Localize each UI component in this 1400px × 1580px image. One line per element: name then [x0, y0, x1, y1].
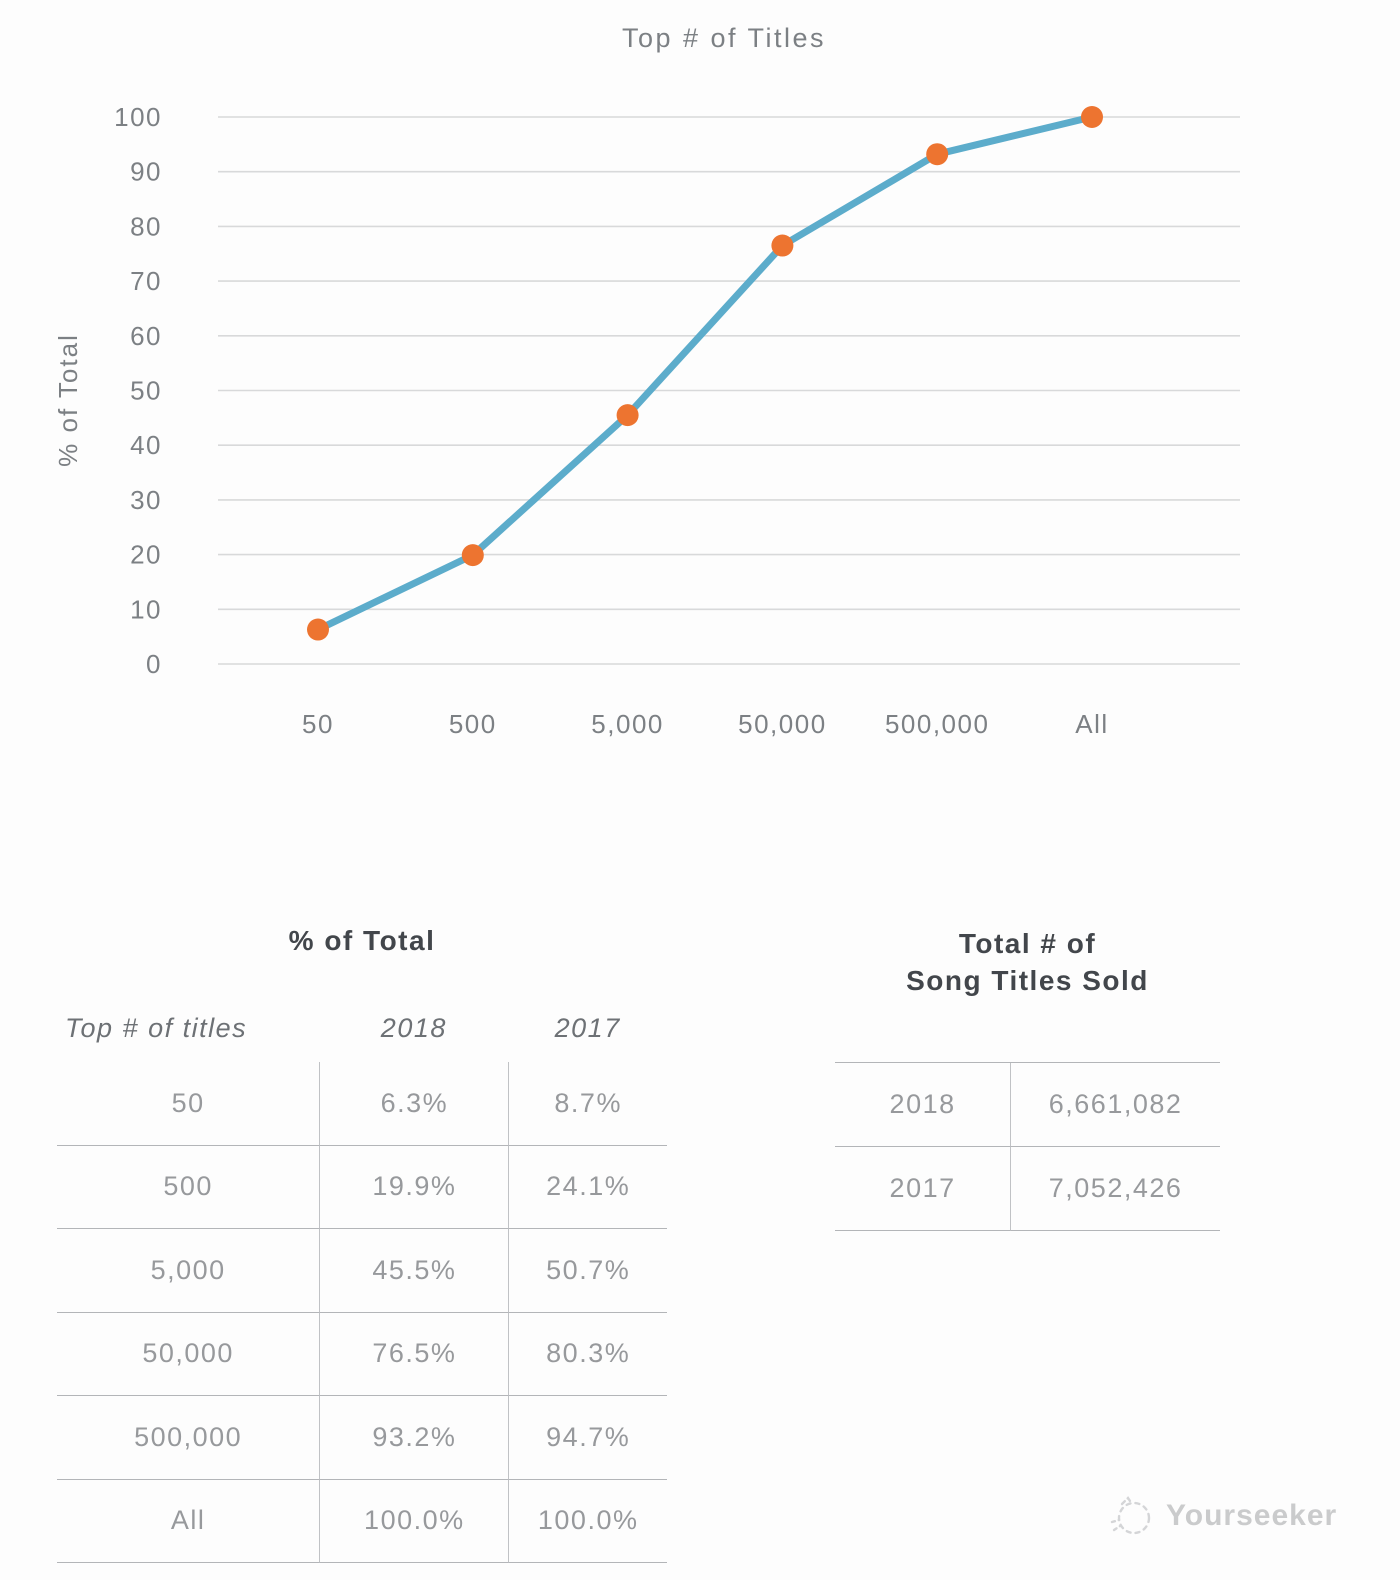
table-cell-year: 2018: [835, 1063, 1011, 1147]
x-tick-label: All: [1075, 709, 1108, 739]
y-tick-label: 30: [130, 485, 162, 515]
table-cell-2017: 50.7%: [508, 1229, 667, 1313]
table-cell-titles: 50: [57, 1062, 320, 1146]
top-titles-line-chart: 0 10 20 30 40 50 60 70 80 90 100 50 500 5,000 50,000 50…: [53, 23, 1240, 739]
table-cell-2018: 76.5%: [319, 1312, 509, 1396]
table-cell-titles: 500: [57, 1146, 320, 1229]
chart-title: Top # of Titles: [622, 23, 826, 53]
column-header-2018: 2018: [380, 1012, 447, 1043]
table-cell-total: 6,661,082: [1010, 1063, 1220, 1147]
data-point-500,000: [926, 143, 949, 166]
x-tick-label: 500,000: [885, 709, 989, 739]
column-header-2017: 2017: [554, 1012, 621, 1043]
table-cell-2017: 24.1%: [508, 1145, 667, 1229]
y-tick-label: 100: [114, 102, 162, 132]
yourseeker-logo-icon: [1110, 1496, 1151, 1535]
table-cell-titles: 500,000: [57, 1396, 320, 1480]
y-axis-title: % of Total: [53, 333, 83, 467]
x-tick-label: 500: [449, 709, 497, 739]
x-tick-label: 50: [302, 709, 334, 739]
table-cell-2017: 100.0%: [508, 1479, 667, 1563]
table-cell-titles: 50,000: [57, 1313, 320, 1396]
data-point-500: [461, 544, 484, 567]
y-tick-label: 10: [130, 594, 162, 624]
watermark-text: Yourseeker: [1166, 1499, 1338, 1532]
y-tick-label: 60: [130, 321, 162, 351]
data-point-50: [307, 618, 329, 641]
y-tick-label: 20: [130, 540, 162, 570]
song-titles-sold-title-line2: Song Titles Sold: [906, 965, 1149, 996]
table-cell-2018: 93.2%: [319, 1396, 509, 1480]
table-cell-year: 2017: [835, 1147, 1011, 1231]
table-cell-2018: 6.3%: [319, 1062, 509, 1146]
table-cell-2017: 80.3%: [508, 1312, 667, 1396]
percent-of-total-table: 50 6.3% 8.7% 500 19.9% 24.1% 5,000 45.5%…: [57, 1062, 667, 1563]
table-cell-2018: 19.9%: [319, 1145, 509, 1229]
table-cell-2018: 100.0%: [319, 1479, 509, 1563]
y-tick-label: 0: [146, 649, 162, 679]
trend-line: [314, 113, 1096, 634]
yourseeker-watermark: Yourseeker: [1108, 1492, 1337, 1540]
table-cell-titles: All: [57, 1480, 320, 1563]
percent-of-total-table-title: % of Total: [288, 925, 436, 956]
x-tick-label: 5,000: [591, 709, 664, 739]
y-tick-label: 50: [130, 376, 162, 406]
table-cell-total: 7,052,426: [1010, 1147, 1220, 1231]
data-point-5,000: [616, 404, 639, 427]
x-tick-label: 50,000: [738, 709, 827, 739]
song-titles-sold-table: 2018 6,661,082 2017 7,052,426: [835, 1062, 1220, 1231]
data-point-50,000: [771, 234, 794, 257]
song-titles-sold-title-line1: Total # of: [958, 928, 1097, 959]
song-titles-sold-table-title: Total # of Song Titles Sold: [835, 925, 1220, 999]
table-cell-2017: 94.7%: [508, 1396, 667, 1480]
percent-table-header-row: Top # of titles 2018 2017: [57, 1002, 667, 1054]
y-tick-label: 90: [130, 157, 162, 187]
table-cell-titles: 5,000: [57, 1229, 320, 1313]
y-tick-label: 80: [130, 211, 162, 241]
column-header-top-titles: Top # of titles: [65, 1012, 248, 1043]
table-cell-2017: 8.7%: [508, 1062, 667, 1146]
y-tick-label: 70: [130, 266, 162, 296]
y-tick-label: 40: [130, 430, 162, 460]
data-point-All: [1081, 106, 1103, 128]
table-cell-2018: 45.5%: [319, 1229, 509, 1313]
